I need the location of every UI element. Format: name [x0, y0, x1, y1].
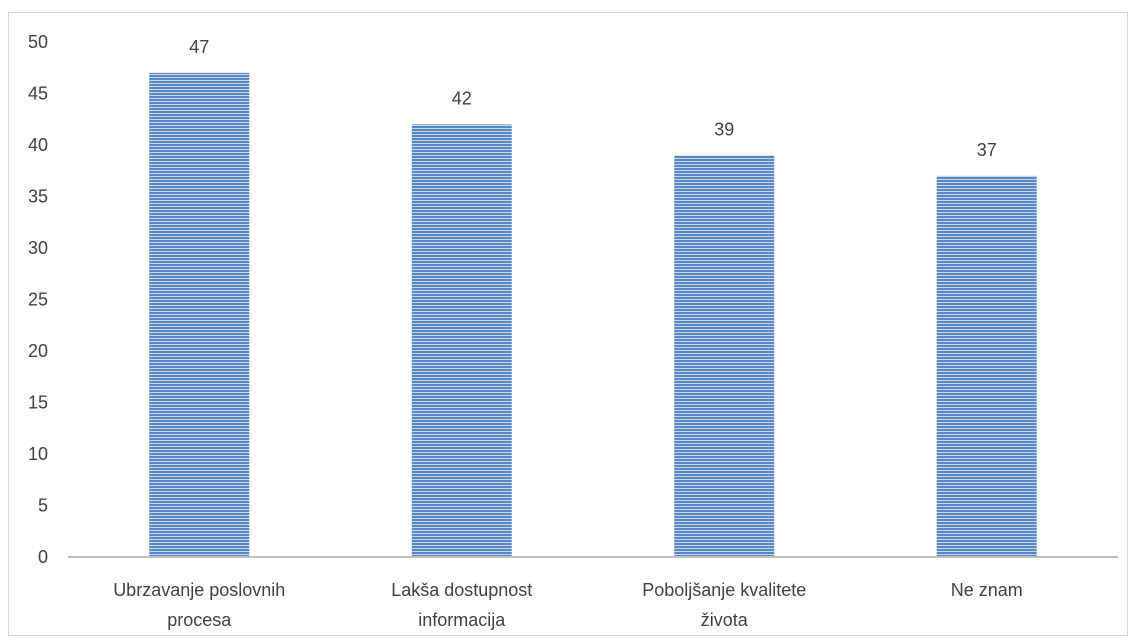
x-category-label: Lakša dostupnost informacija [391, 580, 532, 630]
x-category-label: Ubrzavanje poslovnih procesa [113, 580, 285, 630]
x-category-label: Ne znam [951, 580, 1023, 600]
y-tick-label: 5 [38, 496, 48, 516]
y-tick-label: 30 [28, 238, 48, 258]
bar-data-label: 39 [714, 119, 734, 139]
category-labels: Ubrzavanje poslovnih procesa Lakša dostupn… [113, 580, 1023, 630]
bar-data-label: 47 [189, 37, 209, 57]
y-tick-label: 15 [28, 393, 48, 413]
bar [936, 175, 1037, 557]
y-tick-label: 0 [38, 547, 48, 567]
y-tick-label: 20 [28, 341, 48, 361]
bar [674, 155, 775, 558]
bar [149, 72, 250, 558]
y-tick-label: 10 [28, 444, 48, 464]
y-tick-label: 35 [28, 187, 48, 207]
bar-data-label: 37 [977, 140, 997, 160]
bar [411, 124, 512, 558]
y-tick-label: 50 [28, 32, 48, 52]
bars [149, 72, 1037, 558]
y-axis-tick-labels: 0 5 10 15 20 25 30 35 40 45 50 [28, 32, 48, 567]
y-tick-label: 40 [28, 135, 48, 155]
data-labels: 47 42 39 37 [189, 37, 997, 160]
y-tick-label: 45 [28, 84, 48, 104]
bar-data-label: 42 [452, 88, 472, 108]
y-tick-label: 25 [28, 290, 48, 310]
x-category-label: Poboljšanje kvalitete života [642, 580, 806, 630]
